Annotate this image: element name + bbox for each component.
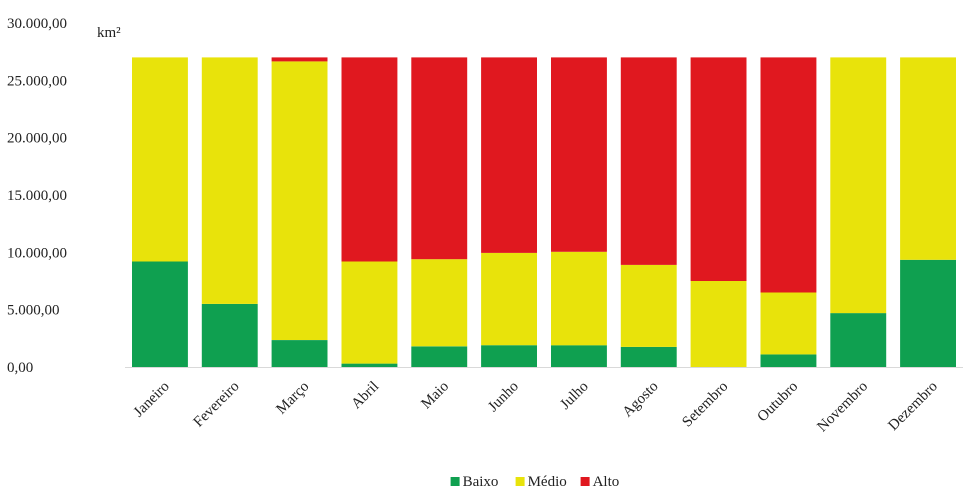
bar-segment-baixo [341, 363, 398, 367]
bar-segment-alto [411, 57, 468, 260]
x-tick-label: Junho [485, 379, 522, 416]
bar-segment-baixo [760, 354, 817, 367]
bar-segment-medio [132, 57, 188, 262]
x-tick-label: Julho [557, 379, 591, 413]
y-tick-label: 25.000,00 [7, 73, 67, 89]
x-tick-label: Maio [418, 379, 452, 413]
bar-segment-medio [760, 292, 817, 355]
x-tick-label: Novembro [814, 379, 871, 436]
bar-segment-medio [690, 281, 747, 367]
bar-segment-medio [271, 61, 328, 341]
bar-segment-baixo [900, 259, 956, 367]
y-tick-label: 15.000,00 [7, 188, 67, 204]
bar-segment-alto [760, 57, 817, 293]
bar-segment-medio [481, 252, 537, 346]
bar-segment-baixo [830, 313, 887, 367]
legend-swatch [580, 477, 590, 486]
bar-segment-baixo [551, 345, 607, 367]
bar-segment-medio [411, 259, 468, 347]
bar-segment-baixo [620, 346, 677, 367]
y-axis: 0,00 5.000,00 10.000,00 15.000,00 20.000,00 2… [7, 16, 963, 376]
y-tick-label: 20.000,00 [7, 131, 67, 147]
x-axis: Janeiro Fevereiro Março Abril Maio Junho Julho… [131, 379, 941, 436]
x-tick-label: Agosto [620, 379, 662, 421]
x-tick-label: Janeiro [131, 379, 173, 421]
bar-segment-alto [690, 57, 747, 282]
bar-segment-baixo [481, 345, 537, 367]
legend-swatch [515, 477, 525, 486]
y-tick-label: 30.000,00 [7, 16, 67, 32]
bar-segment-baixo [411, 346, 468, 367]
bar-segment-medio [830, 57, 887, 314]
bar-segment-baixo [132, 261, 188, 367]
legend: Baixo Médio Alto [450, 474, 620, 490]
x-tick-label: Abril [349, 379, 383, 413]
bar-segment-alto [481, 57, 537, 253]
legend-label: Baixo [463, 474, 499, 490]
y-tick-label: 10.000,00 [7, 245, 67, 261]
legend-swatch [450, 477, 460, 486]
bars [132, 57, 956, 367]
y-unit-label: km² [97, 25, 121, 41]
bar-segment-alto [271, 57, 328, 62]
legend-label: Médio [528, 474, 567, 490]
bar-segment-medio [900, 57, 956, 260]
bar-segment-baixo [201, 303, 258, 367]
legend-label: Alto [593, 474, 620, 490]
x-tick-label: Março [273, 379, 312, 418]
bar-segment-baixo [271, 340, 328, 367]
x-tick-label: Outubro [755, 379, 802, 426]
bar-segment-alto [341, 57, 398, 262]
bar-segment-alto [551, 57, 607, 252]
y-tick-label: 5.000,00 [7, 303, 60, 319]
bar-segment-medio [551, 251, 607, 346]
x-tick-label: Dezembro [885, 379, 940, 434]
x-tick-label: Setembro [679, 379, 731, 431]
x-tick-label: Fevereiro [191, 379, 243, 431]
y-tick-label: 0,00 [7, 360, 33, 376]
bar-segment-medio [620, 264, 677, 347]
bar-segment-medio [201, 57, 258, 304]
bar-segment-medio [341, 261, 398, 364]
bar-segment-alto [620, 57, 677, 265]
